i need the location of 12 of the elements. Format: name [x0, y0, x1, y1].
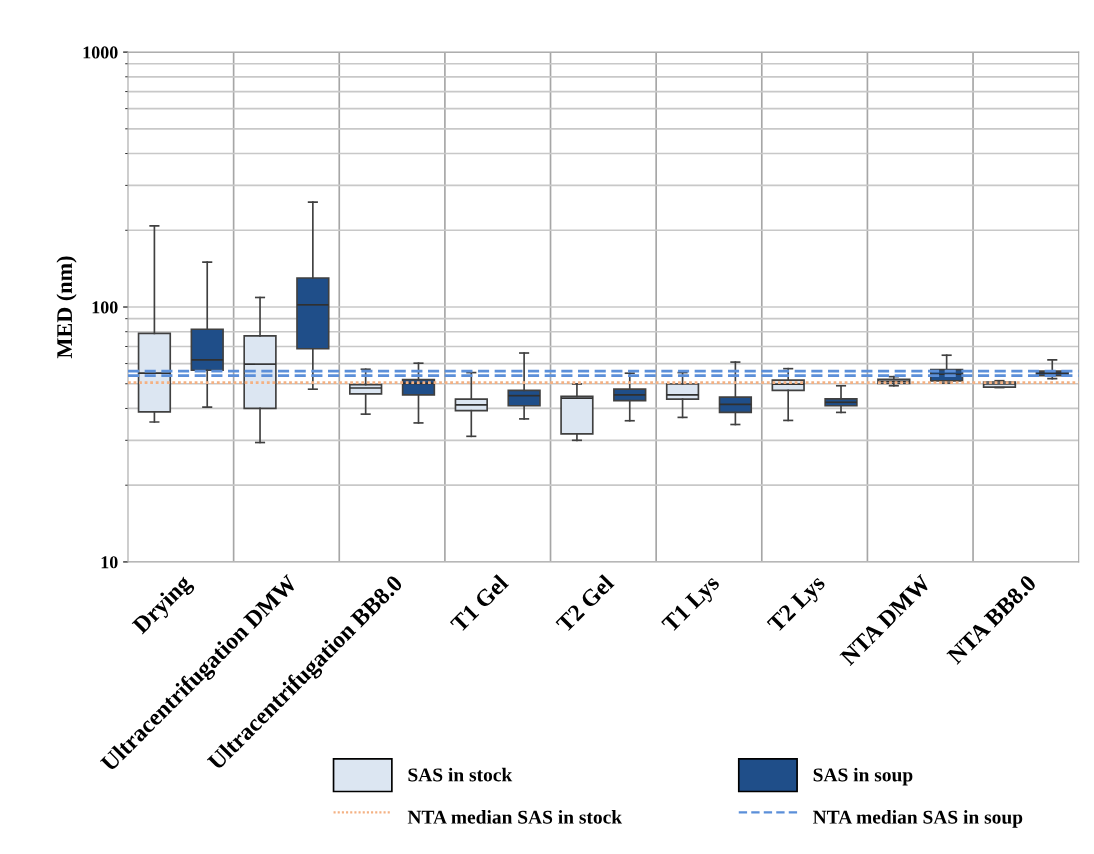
y-tick-label: 100 [92, 301, 118, 314]
y-tick-label: 1000 [83, 46, 118, 59]
legend-label: SAS in stock [408, 767, 513, 782]
x-tick-label: T2 Lys [766, 573, 830, 637]
legend-label: SAS in soup [813, 767, 913, 786]
y-axis-title: MED (nm) [56, 256, 77, 359]
x-tick-label: T2 Gel [554, 573, 615, 634]
legend-label: NTA median SAS in soup [813, 810, 1023, 828]
y-tick-label: 10 [101, 556, 118, 569]
legend-label: NTA median SAS in stock [407, 810, 623, 824]
x-tick-label: T1 Lys [661, 573, 724, 637]
x-tick-label: T1 Gel [449, 573, 510, 634]
